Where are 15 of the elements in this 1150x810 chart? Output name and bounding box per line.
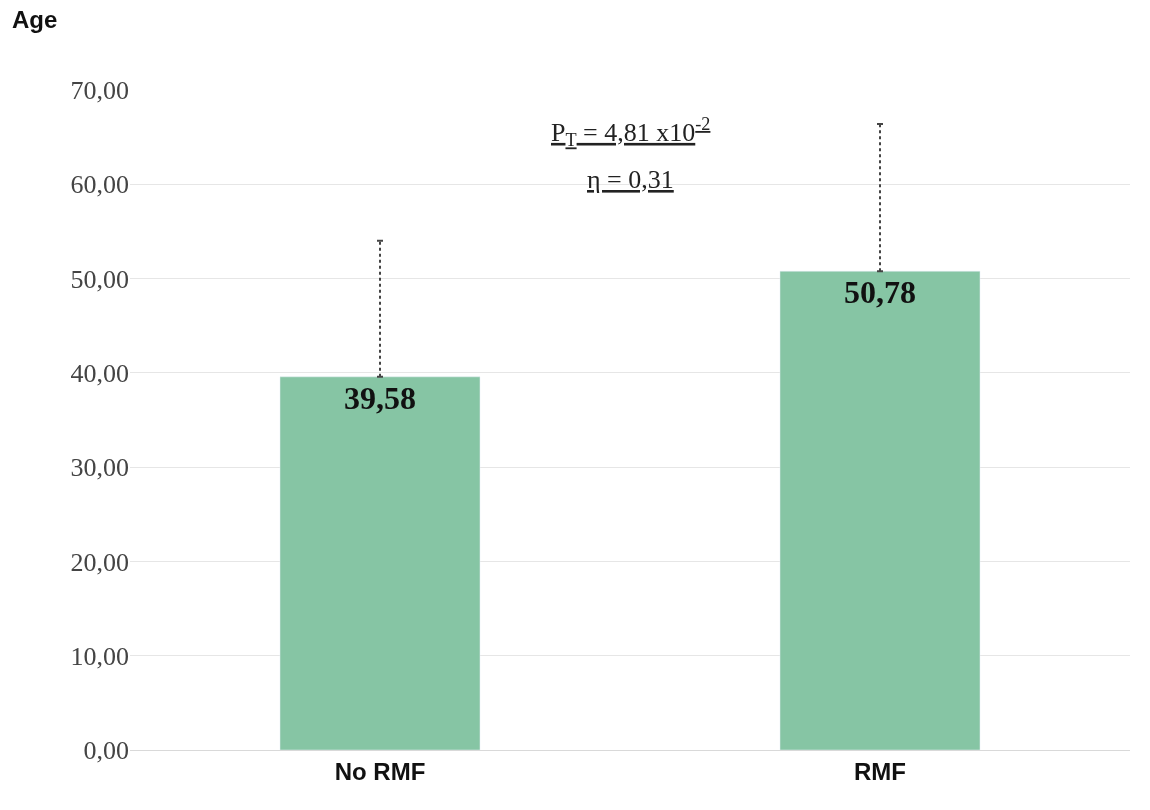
x-tick-label: No RMF — [334, 757, 426, 785]
y-tick-label: 0,00 — [83, 736, 129, 766]
y-tick-label: 70,00 — [70, 76, 129, 106]
y-tick-label: 50,00 — [70, 264, 129, 294]
annotation: P$_{T}$ = 4,81 x10$^{-2}$ — [551, 114, 711, 151]
annotation: η = 0,31 — [587, 165, 674, 194]
y-tick-label: 60,00 — [70, 170, 129, 200]
data-label: 39,58 — [344, 379, 416, 416]
y-tick-label: 30,00 — [70, 453, 129, 483]
y-tick-label: 10,00 — [70, 641, 129, 671]
y-axis-title: Age — [12, 6, 58, 33]
y-tick-label: 40,00 — [70, 358, 129, 388]
y-tick-label: 20,00 — [70, 547, 129, 577]
data-label: 50,78 — [844, 274, 916, 311]
x-tick-label: RMF — [854, 757, 906, 785]
